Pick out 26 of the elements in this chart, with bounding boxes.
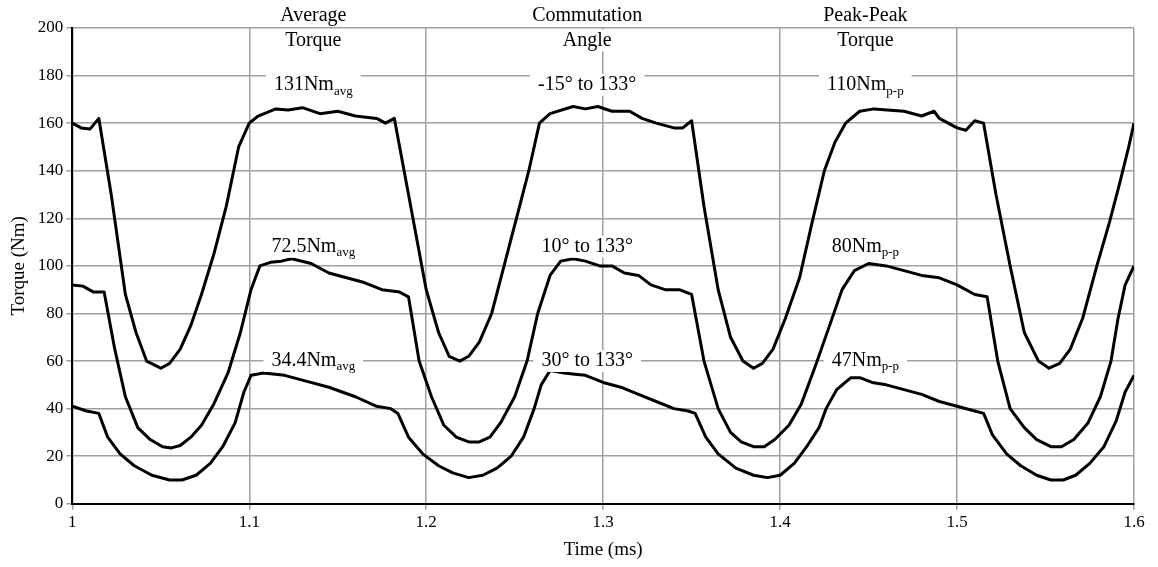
annotation: Average Torque	[280, 2, 347, 51]
x-tick-label: 1.5	[946, 512, 968, 532]
y-tick-label: 160	[37, 112, 64, 132]
annotation: Commutation Angle	[532, 2, 643, 51]
y-tick-label: 120	[37, 207, 64, 227]
x-tick-label: 1.6	[1123, 512, 1145, 532]
y-tick-label: 20	[46, 445, 64, 465]
y-tick-label: 80	[46, 302, 64, 322]
y-tick-label: 0	[54, 493, 64, 513]
x-tick-label: 1.1	[238, 512, 260, 532]
y-tick-label: 140	[37, 160, 64, 180]
annotation: -15° to 133°	[538, 72, 637, 95]
annotation: Peak-Peak Torque	[823, 2, 908, 51]
y-tick-label: 180	[37, 65, 64, 85]
x-tick-label: 1.3	[592, 512, 614, 532]
x-tick-label: 1	[68, 512, 77, 532]
y-tick-label: 100	[37, 255, 64, 275]
y-axis-title: Torque (Nm)	[7, 216, 30, 316]
y-tick-label: 60	[46, 350, 64, 370]
x-axis-title: Time (ms)	[563, 537, 643, 560]
x-tick-label: 1.4	[769, 512, 792, 532]
annotation: 10° to 133°	[541, 234, 634, 257]
y-tick-label: 200	[37, 17, 64, 37]
annotation: 30° to 133°	[541, 348, 634, 371]
y-tick-label: 40	[46, 398, 64, 418]
x-tick-label: 1.2	[415, 512, 437, 532]
